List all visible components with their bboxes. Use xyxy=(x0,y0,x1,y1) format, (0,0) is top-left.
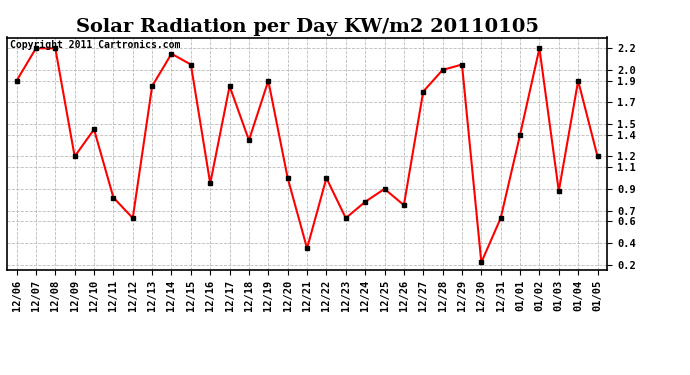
Title: Solar Radiation per Day KW/m2 20110105: Solar Radiation per Day KW/m2 20110105 xyxy=(75,18,539,36)
Text: Copyright 2011 Cartronics.com: Copyright 2011 Cartronics.com xyxy=(10,40,180,50)
